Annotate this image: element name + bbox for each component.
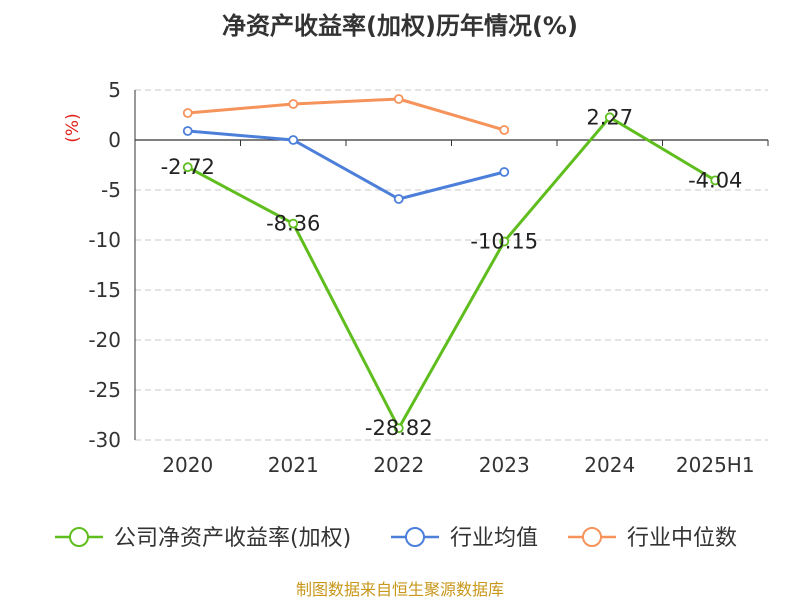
data-label: -28.82	[365, 416, 433, 440]
x-tick-label: 2023	[479, 453, 530, 477]
y-tick-label: -15	[88, 278, 121, 302]
x-tick-label: 2021	[268, 453, 319, 477]
series-lines	[182, 94, 721, 434]
data-point	[182, 162, 193, 173]
series-line	[187, 97, 505, 132]
legend-marker	[405, 527, 425, 547]
data-point	[393, 94, 404, 104]
data-point	[710, 175, 721, 186]
data-point	[288, 218, 299, 229]
series-line	[187, 129, 505, 201]
data-point	[499, 167, 510, 177]
series-line	[187, 115, 717, 430]
legend-marker	[582, 527, 602, 547]
y-tick-label: -5	[101, 178, 121, 202]
data-labels: -2.72 -8.36 -28.82 -10.15 2.27 -4.04	[161, 105, 743, 440]
data-label: 2.27	[586, 105, 633, 129]
data-label: -4.04	[688, 168, 742, 192]
legend-label: 公司净资产收益率(加权)	[114, 526, 351, 551]
data-point	[393, 423, 404, 434]
data-point	[182, 108, 193, 118]
x-tick-label: 2022	[373, 453, 424, 477]
data-point	[499, 125, 510, 135]
data-point	[288, 135, 299, 145]
x-tick-label: 2020	[162, 453, 213, 477]
data-point	[182, 126, 193, 136]
x-tick-label: 2024	[584, 453, 635, 477]
y-tick-label: -25	[88, 378, 121, 402]
data-point	[393, 194, 404, 204]
y-tick-label: 0	[108, 128, 121, 152]
legend-label: 行业中位数	[627, 526, 737, 551]
y-tick-label: -10	[88, 228, 121, 252]
data-label: -10.15	[470, 230, 538, 254]
legend-label: 行业均值	[450, 526, 538, 551]
data-point	[604, 112, 615, 123]
data-point	[288, 99, 299, 109]
data-label: -8.36	[266, 212, 320, 236]
source-note: 制图数据来自恒生聚源数据库	[296, 580, 504, 599]
data-label: -2.72	[161, 155, 215, 179]
x-axis: 2020 2021 2022 2023 2024 2025H1	[134, 139, 769, 477]
legend: 公司净资产收益率(加权) 行业均值 行业中位数	[55, 526, 737, 551]
x-tick-label: 2025H1	[676, 453, 755, 477]
data-point	[499, 236, 510, 247]
y-axis: 5 0 -5 -10 -15 -20 -25 -30	[88, 78, 136, 452]
chart-title: 净资产收益率(加权)历年情况(%)	[222, 12, 578, 40]
y-tick-label: -30	[88, 428, 121, 452]
y-tick-label: -20	[88, 328, 121, 352]
y-tick-label: 5	[108, 78, 121, 102]
grid	[135, 89, 768, 441]
legend-marker	[69, 527, 89, 547]
y-axis-unit: (%)	[63, 113, 83, 142]
